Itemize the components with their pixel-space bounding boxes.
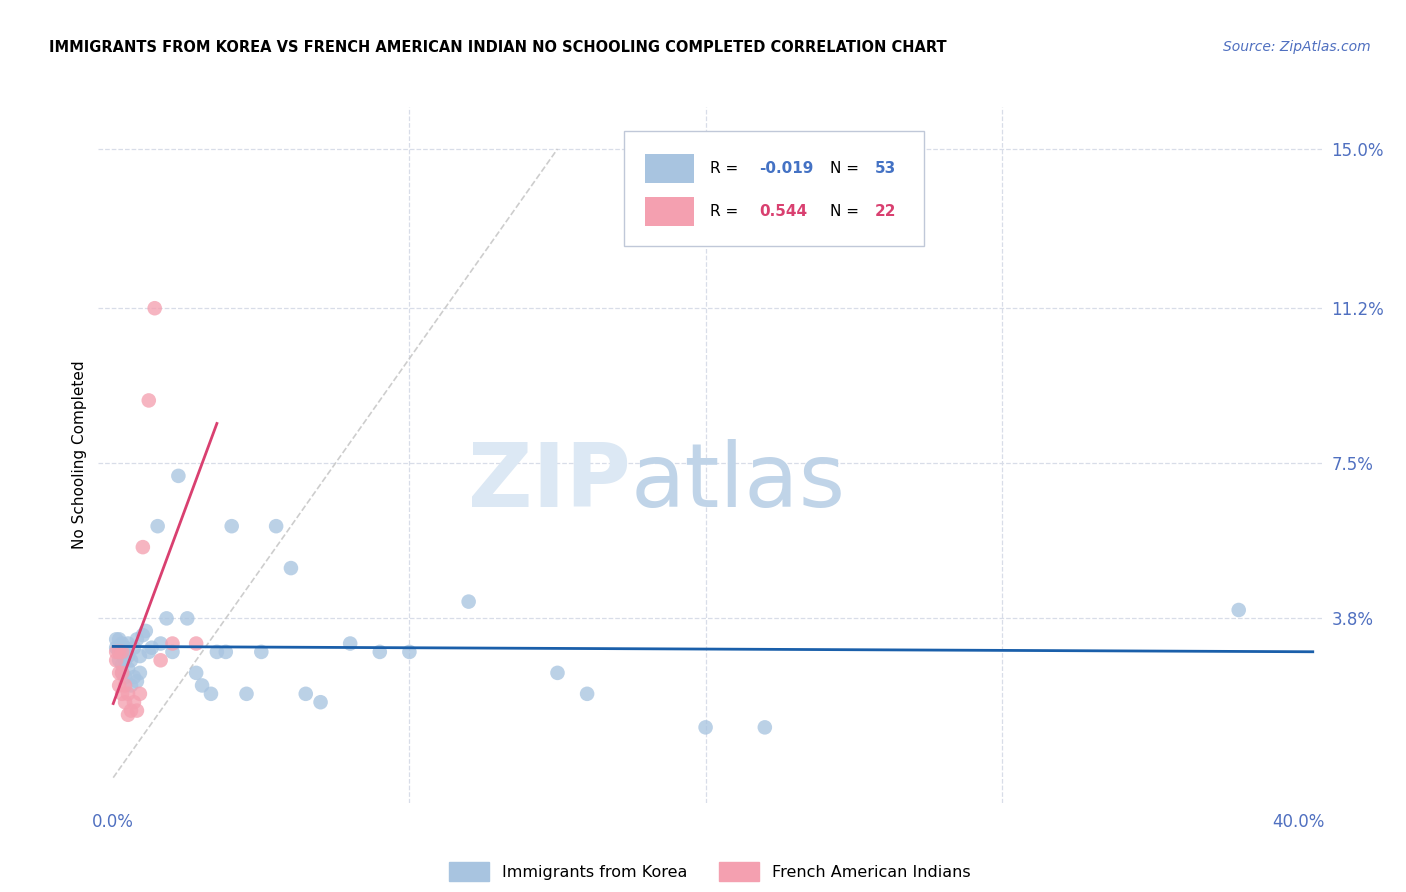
Point (111, 645, 134, 659)
Point (186, 665, 208, 680)
Point (105, 632, 128, 647)
Point (754, 720, 776, 734)
Point (215, 645, 238, 659)
Point (122, 640, 145, 655)
Point (111, 636, 134, 650)
Point (149, 636, 172, 650)
Point (200, 687, 222, 701)
Point (108, 645, 131, 659)
Point (105, 653, 128, 667)
Point (120, 653, 142, 667)
Point (186, 636, 208, 650)
Text: 0.544: 0.544 (759, 204, 807, 219)
Point (108, 653, 131, 667)
Point (457, 594, 479, 608)
Point (309, 695, 332, 709)
Point (108, 632, 131, 647)
Point (280, 561, 302, 575)
Point (114, 653, 136, 667)
Point (547, 665, 569, 680)
Point (125, 674, 148, 689)
Point (111, 657, 134, 672)
Text: 53: 53 (875, 161, 897, 176)
Point (294, 687, 316, 701)
Text: R =: R = (710, 161, 744, 176)
Point (143, 301, 166, 316)
Text: 22: 22 (875, 204, 897, 219)
Point (155, 611, 177, 625)
Point (250, 645, 273, 659)
Point (398, 645, 420, 659)
Point (162, 645, 184, 659)
Y-axis label: No Schooling Completed: No Schooling Completed (72, 360, 87, 549)
Point (695, 720, 717, 734)
Point (117, 687, 139, 701)
Point (114, 695, 136, 709)
Point (117, 649, 139, 664)
Point (108, 678, 131, 692)
Point (1227, 603, 1250, 617)
Point (117, 636, 139, 650)
Text: N =: N = (830, 204, 863, 219)
Point (132, 540, 155, 554)
Point (191, 678, 214, 692)
Point (128, 649, 150, 664)
Point (125, 704, 148, 718)
Point (105, 645, 128, 659)
Point (339, 636, 361, 650)
Point (149, 653, 172, 667)
Point (122, 695, 145, 709)
Point (120, 704, 142, 718)
Point (162, 636, 184, 650)
Point (111, 665, 134, 680)
Point (138, 393, 160, 408)
Point (128, 665, 150, 680)
Text: atlas: atlas (630, 439, 845, 526)
Point (108, 645, 131, 659)
Point (114, 678, 136, 692)
Point (117, 707, 139, 722)
Point (141, 640, 163, 655)
Point (368, 645, 391, 659)
FancyBboxPatch shape (624, 131, 924, 246)
Point (111, 665, 134, 680)
Point (235, 687, 257, 701)
Legend: Immigrants from Korea, French American Indians: Immigrants from Korea, French American I… (443, 856, 977, 888)
Point (138, 645, 160, 659)
Point (205, 645, 228, 659)
Point (135, 624, 157, 638)
Point (120, 678, 142, 692)
Point (576, 687, 599, 701)
Bar (645, 197, 695, 226)
Point (167, 468, 190, 483)
Point (125, 632, 148, 647)
Point (105, 640, 128, 655)
Point (114, 640, 136, 655)
Point (114, 670, 136, 684)
Point (132, 628, 155, 642)
Text: ZIP: ZIP (468, 439, 630, 526)
Point (111, 687, 134, 701)
Text: -0.019: -0.019 (759, 161, 813, 176)
Point (146, 519, 169, 533)
Text: Source: ZipAtlas.com: Source: ZipAtlas.com (1223, 40, 1371, 54)
Point (117, 662, 139, 676)
Text: R =: R = (710, 204, 744, 219)
Text: IMMIGRANTS FROM KOREA VS FRENCH AMERICAN INDIAN NO SCHOOLING COMPLETED CORRELATI: IMMIGRANTS FROM KOREA VS FRENCH AMERICAN… (49, 40, 946, 55)
Point (128, 687, 150, 701)
Point (108, 665, 131, 680)
Point (264, 519, 287, 533)
Point (176, 611, 198, 625)
Point (221, 519, 243, 533)
Bar (645, 153, 695, 183)
Text: N =: N = (830, 161, 863, 176)
Point (122, 670, 145, 684)
